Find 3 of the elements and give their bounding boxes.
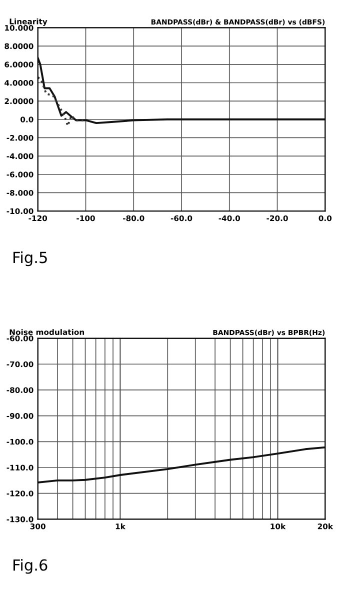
line-series (38, 57, 326, 124)
caption: Fig.5 (14, 251, 47, 266)
caption: Fig.6 (14, 558, 48, 574)
